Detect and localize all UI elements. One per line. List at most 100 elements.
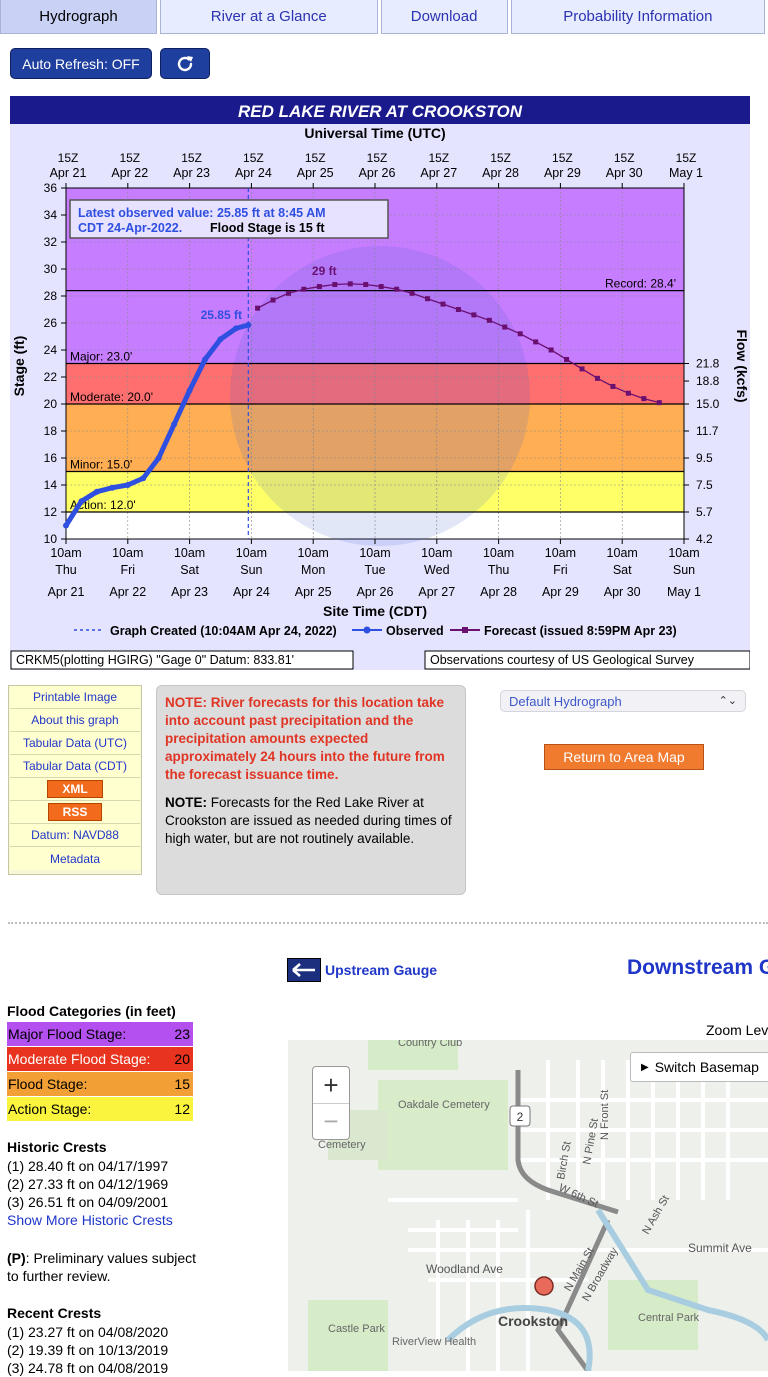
downstream-gauge-link[interactable]: Downstream G (627, 956, 768, 979)
map-canvas[interactable]: 2 Country Club Oakdale Cemetery Cemetery… (288, 1040, 768, 1371)
top-tick-time: 15Z (676, 151, 697, 165)
y-tick-label: 22 (44, 370, 58, 384)
about-graph-link[interactable]: About this graph (10, 709, 140, 732)
top-tick-time: 15Z (367, 151, 388, 165)
bottom-tick-time: 10am (236, 546, 267, 560)
xml-badge[interactable]: XML (47, 780, 103, 798)
y-tick-label: 20 (44, 397, 58, 411)
legend-forecast-square (462, 627, 468, 633)
recent-crest-3: (3) 24.78 ft on 04/08/2019 (7, 1360, 169, 1376)
gauge-location-marker[interactable] (534, 1276, 554, 1296)
flow-tick-label: 9.5 (696, 451, 713, 465)
return-to-area-map-button[interactable]: Return to Area Map (544, 744, 704, 770)
preliminary-note: (P): Preliminary values subject to furth… (7, 1249, 197, 1285)
bottom-tick-day: Fri (121, 563, 136, 577)
tab-download[interactable]: Download (380, 0, 508, 34)
y-tick-label: 12 (44, 505, 58, 519)
forecast-point (656, 400, 662, 406)
forecast-point (332, 282, 338, 288)
flow-tick-label: 4.2 (696, 532, 713, 546)
xml-cell: XML (10, 778, 140, 801)
forecast-point (641, 396, 647, 402)
bottom-tick-day: Fri (553, 563, 568, 577)
note-bold: NOTE: (165, 795, 207, 810)
zoom-out-button[interactable]: − (313, 1103, 349, 1139)
basemap-label: Switch Basemap (654, 1059, 759, 1075)
rss-badge[interactable]: RSS (47, 803, 103, 821)
upstream-gauge-link[interactable]: Upstream Gauge (287, 958, 437, 982)
forecast-point (610, 383, 616, 389)
observed-point (124, 482, 131, 488)
datum-link[interactable]: Datum: NAVD88 (10, 824, 140, 847)
forecast-point (347, 281, 353, 287)
river-line (595, 1208, 768, 1342)
observed-point (171, 421, 178, 428)
cemetery-area (378, 1080, 508, 1170)
hydrograph-type-select[interactable]: Default Hydrograph ⌃⌄ (500, 690, 746, 712)
tabular-utc-link[interactable]: Tabular Data (UTC) (10, 732, 140, 755)
forecast-point (425, 296, 431, 302)
observed-point (217, 336, 224, 343)
select-value: Default Hydrograph (509, 693, 622, 709)
observed-point (155, 455, 162, 461)
bottom-tick-time: 10am (174, 546, 205, 560)
top-tick-date: Apr 21 (50, 166, 87, 180)
tab-river-at-a-glance[interactable]: River at a Glance (159, 0, 378, 34)
top-tick-date: Apr 28 (482, 166, 519, 180)
stage-line-label: Major: 23.0' (70, 350, 132, 364)
flood-category-value: 12 (174, 1101, 190, 1117)
forecast-point (270, 297, 276, 303)
observed-point (63, 522, 69, 529)
bottom-tick-time: 10am (421, 546, 452, 560)
top-tick-time: 15Z (428, 151, 449, 165)
tab-probability-information[interactable]: Probability Information (510, 0, 765, 34)
tab-hydrograph[interactable]: Hydrograph (0, 0, 157, 34)
metadata-link[interactable]: Metadata (10, 847, 140, 870)
top-tick-date: Apr 23 (173, 166, 210, 180)
bottom-tick-day: Sat (180, 563, 199, 577)
top-tick-date: May 1 (669, 166, 703, 180)
forecast-point (440, 301, 446, 307)
forecast-point (594, 375, 600, 381)
historic-crest-1: (1) 28.40 ft on 04/17/1997 (7, 1158, 169, 1174)
stage-line-label: Minor: 15.0' (70, 458, 132, 472)
area-map[interactable]: 2 Country Club Oakdale Cemetery Cemetery… (288, 1040, 768, 1371)
graph-title-bar (10, 96, 750, 124)
map-label-crookston: Crookston (498, 1313, 568, 1329)
printable-image-link[interactable]: Printable Image (10, 686, 140, 709)
observed-point (93, 488, 100, 495)
note-forecast-availability: NOTE: Forecasts for the Red Lake River a… (165, 794, 457, 848)
right-axis-title: Flow (kcfs) (734, 329, 750, 402)
historic-crests-list: (1) 28.40 ft on 04/17/1997 (2) 27.33 ft … (7, 1157, 173, 1229)
forecast-point (579, 366, 585, 372)
datum-box (10, 650, 354, 670)
flow-tick-label: 11.7 (696, 424, 719, 438)
zoom-level-label: Zoom Lev (706, 1022, 768, 1038)
map-label-hwy: 2 (517, 1110, 524, 1124)
top-tick-time: 15Z (305, 151, 326, 165)
legend-created: Graph Created (10:04AM Apr 24, 2022) (110, 624, 337, 638)
top-tick-time: 15Z (181, 151, 202, 165)
tab-bar: Hydrograph River at a Glance Download Pr… (0, 0, 768, 34)
flood-categories-title: Flood Categories (in feet) (7, 1003, 176, 1019)
bottom-tick-date: Apr 30 (604, 585, 641, 599)
bottom-tick-time: 10am (607, 546, 638, 560)
y-tick-label: 24 (44, 343, 58, 357)
tabular-cdt-link[interactable]: Tabular Data (CDT) (10, 755, 140, 778)
refresh-button[interactable] (160, 48, 210, 79)
graph-title: RED LAKE RIVER AT CROOKSTON (238, 102, 523, 121)
bottom-tick-date: Apr 21 (48, 585, 85, 599)
y-tick-label: 14 (44, 478, 58, 492)
top-tick-date: Apr 25 (297, 166, 334, 180)
upstream-arrow-icon (287, 958, 321, 982)
top-tick-date: Apr 29 (544, 166, 581, 180)
forecast-point (548, 347, 554, 353)
auto-refresh-button[interactable]: Auto Refresh: OFF (10, 48, 152, 79)
forecast-point (378, 284, 384, 290)
switch-basemap-button[interactable]: ▶ Switch Basemap (630, 1052, 768, 1082)
zoom-in-button[interactable]: + (323, 1069, 339, 1100)
show-more-historic-crests-link[interactable]: Show More Historic Crests (7, 1212, 173, 1228)
historic-crest-2: (2) 27.33 ft on 04/12/1969 (7, 1176, 169, 1192)
upstream-gauge-label: Upstream Gauge (325, 962, 438, 978)
flood-category-value: 15 (174, 1076, 190, 1092)
